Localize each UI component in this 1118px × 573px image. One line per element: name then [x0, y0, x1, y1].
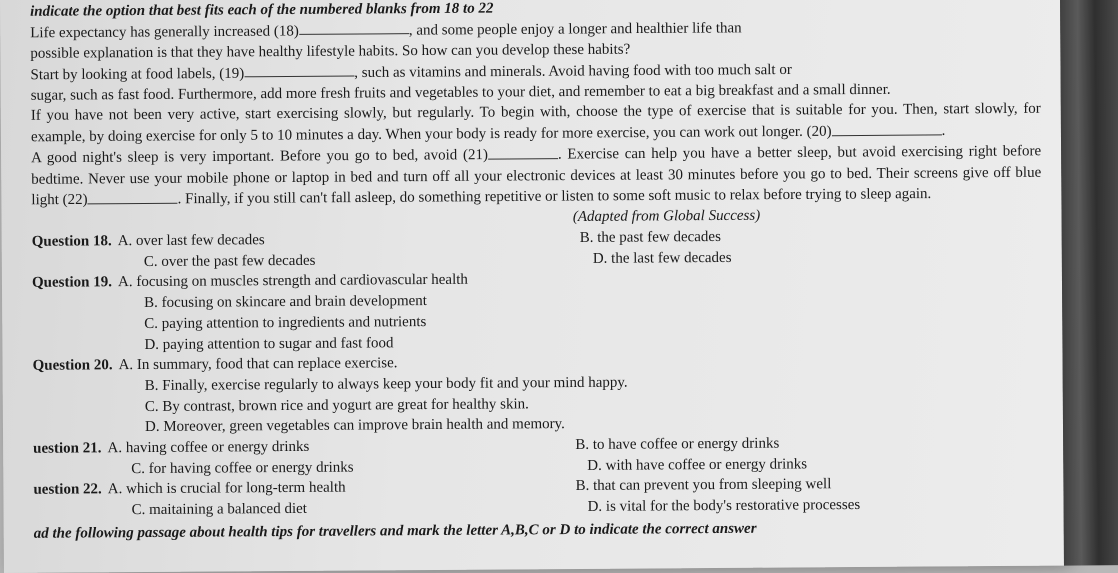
q18-label: Question 18.: [32, 231, 112, 252]
blank-21[interactable]: [488, 144, 558, 159]
worksheet-page: indicate the option that best fits each …: [0, 0, 1064, 573]
blank-20[interactable]: [831, 121, 941, 136]
p1a: Life expectancy has generally increased …: [30, 23, 299, 41]
footer-instruction: ad the following passage about health ti…: [34, 516, 1044, 544]
p3a: Start by looking at food labels, (19): [30, 65, 244, 82]
q22-opt-d[interactable]: D. is vital for the body's restorative p…: [587, 494, 1043, 518]
p3b: , such as vitamins and minerals. Avoid h…: [354, 62, 792, 81]
q22-label: uestion 22.: [33, 480, 101, 501]
p6a: A good night's sleep is very important. …: [31, 147, 488, 166]
passage-line-5: If you have not been very active, start …: [31, 99, 1041, 148]
p5b: .: [942, 123, 946, 139]
content-block: indicate the option that best fits each …: [30, 0, 1044, 544]
q19-label: Question 19.: [32, 273, 112, 294]
page-right-edge: [1060, 0, 1118, 566]
q20-label: Question 20.: [32, 355, 112, 376]
q22-opt-c[interactable]: C. maitaining a balanced diet: [131, 497, 587, 521]
passage-line-6: A good night's sleep is very important. …: [31, 141, 1041, 211]
p1b: , and some people enjoy a longer and hea…: [409, 20, 742, 38]
p6c: . Finally, if you still can't fall aslee…: [178, 186, 932, 207]
q21-label: uestion 21.: [33, 438, 101, 459]
blank-19[interactable]: [244, 62, 354, 77]
blank-22[interactable]: [88, 189, 178, 204]
blank-18[interactable]: [299, 20, 409, 35]
